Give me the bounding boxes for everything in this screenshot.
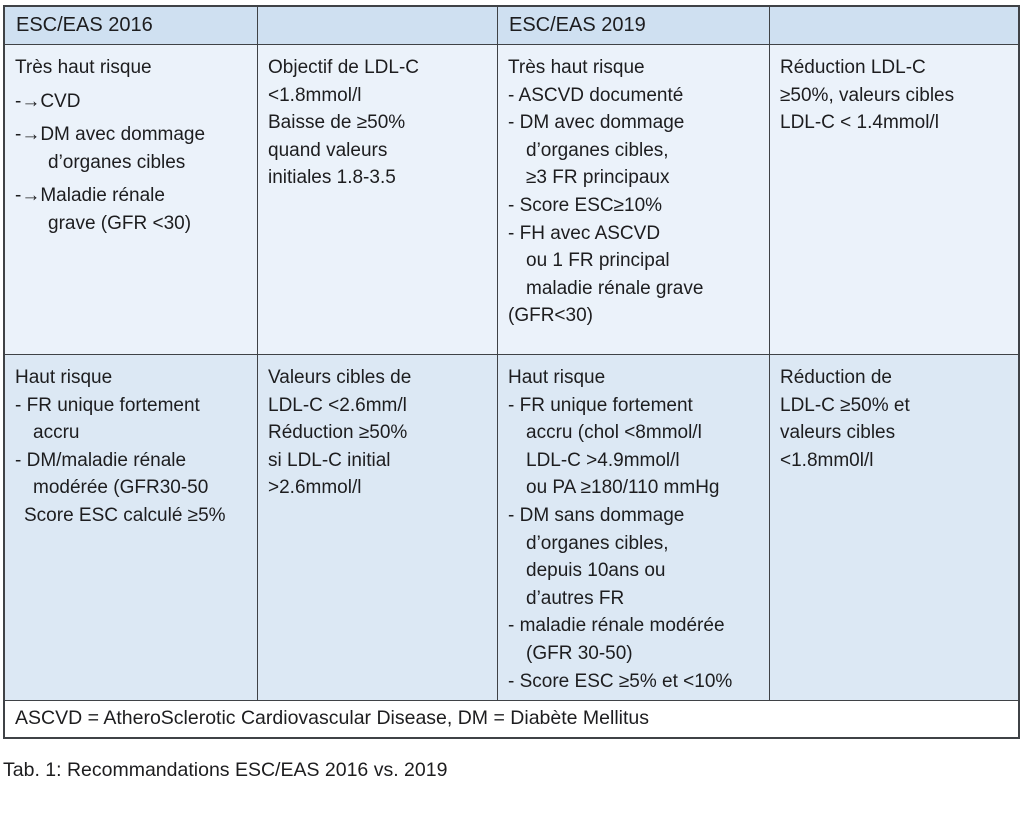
cell-line: accru (chol <8mmol/l bbox=[526, 422, 702, 444]
cell-line: LDL-C < 1.4mmol/l bbox=[780, 112, 939, 134]
cell-line: -→Maladie rénale bbox=[15, 185, 165, 207]
cell-2019-haut-risque: Haut risque - FR unique fortement accru (c… bbox=[498, 354, 770, 700]
cell-line: - maladie rénale modérée bbox=[508, 615, 725, 637]
cell-line: LDL-C >4.9mmol/l bbox=[526, 449, 680, 471]
cell-line: ou PA ≥180/110 mmHg bbox=[526, 477, 720, 499]
cell-line: - FR unique fortement bbox=[15, 394, 200, 416]
cell-line: accru bbox=[33, 422, 80, 444]
cell-line: d’organes cibles, bbox=[526, 139, 669, 161]
cell-line: ≥3 FR principaux bbox=[526, 167, 670, 189]
cell-line: depuis 10ans ou bbox=[526, 560, 666, 582]
cell-line: Baisse de ≥50% bbox=[268, 112, 406, 134]
cell-line: d’organes cibles, bbox=[526, 532, 669, 554]
cell-line: Réduction de bbox=[780, 367, 892, 388]
cell-2019-tres-haut-risque: Très haut risque - ASCVD documenté - DM av… bbox=[498, 44, 770, 354]
comparison-table: ESC/EAS 2016 ESC/EAS 2019 Très haut risq… bbox=[3, 5, 1020, 739]
cell-line: Très haut risque bbox=[508, 57, 645, 78]
cell-line: LDL-C ≥50% et bbox=[780, 394, 910, 416]
cell-line: Objectif de LDL-C bbox=[268, 57, 420, 78]
cell-line: Haut risque bbox=[508, 367, 606, 388]
table-caption: Tab. 1: Recommandations ESC/EAS 2016 vs.… bbox=[3, 759, 448, 781]
cell-line: ≥50%, valeurs cibles bbox=[780, 84, 955, 106]
cell-line: <1.8mmol/l bbox=[268, 84, 362, 106]
cell-line: <1.8mm0l/l bbox=[780, 449, 874, 471]
cell-line: valeurs cibles bbox=[780, 422, 896, 444]
cell-line: >2.6mmol/l bbox=[268, 477, 362, 499]
cell-line: grave (GFR <30) bbox=[48, 212, 192, 234]
header-2019-targets bbox=[770, 7, 1018, 44]
cell-line: modérée (GFR30-50 bbox=[33, 477, 209, 499]
cell-line: - FR unique fortement bbox=[508, 394, 693, 416]
cell-line: - FH avec ASCVD bbox=[508, 222, 661, 244]
cell-line: - DM avec dommage bbox=[508, 112, 685, 134]
header-2016-targets bbox=[258, 7, 498, 44]
cell-line: maladie rénale grave bbox=[526, 277, 704, 299]
cell-line: initiales 1.8-3.5 bbox=[268, 167, 396, 189]
cell-2016-tres-haut-objectif: Objectif de LDL-C <1.8mmol/l Baisse de ≥50… bbox=[258, 44, 498, 354]
cell-2016-haut-objectif: Valeurs cibles de LDL-C <2.6mm/l Réduction… bbox=[258, 354, 498, 700]
cell-2019-tres-haut-objectif: Réduction LDL-C ≥50%, valeurs cibles LDL-C… bbox=[770, 44, 1018, 354]
cell-line: quand valeurs bbox=[268, 139, 388, 161]
cell-line: LDL-C <2.6mm/l bbox=[268, 394, 407, 416]
cell-2016-tres-haut-risque: Très haut risque -→CVD -→DM avec dommage d’… bbox=[5, 44, 258, 354]
cell-line: Très haut risque bbox=[15, 57, 152, 78]
header-esc-eas-2019: ESC/EAS 2019 bbox=[498, 7, 770, 44]
cell-line: si LDL-C initial bbox=[268, 449, 391, 471]
cell-line: - DM/maladie rénale bbox=[15, 449, 187, 471]
cell-line: (GFR<30) bbox=[508, 305, 593, 327]
cell-line: d’organes cibles bbox=[48, 151, 186, 173]
abbreviations-note: ASCVD = AtheroSclerotic Cardiovascular D… bbox=[5, 700, 1018, 737]
cell-line: Réduction ≥50% bbox=[268, 422, 408, 444]
cell-line: - DM sans dommage bbox=[508, 504, 685, 526]
cell-line: Valeurs cibles de bbox=[268, 367, 412, 388]
cell-2019-haut-objectif: Réduction de LDL-C ≥50% et valeurs cibles <… bbox=[770, 354, 1018, 700]
cell-line: - ASCVD documenté bbox=[508, 84, 684, 106]
cell-2016-haut-risque: Haut risque - FR unique fortement accru - D… bbox=[5, 354, 258, 700]
cell-line: Réduction LDL-C bbox=[780, 57, 926, 78]
cell-line: Haut risque bbox=[15, 367, 113, 388]
cell-line: - Score ESC≥10% bbox=[508, 194, 663, 216]
cell-line: Score ESC calculé ≥5% bbox=[24, 504, 226, 526]
cell-line: d’autres FR bbox=[526, 587, 625, 609]
cell-line: ou 1 FR principal bbox=[526, 250, 670, 272]
header-esc-eas-2016: ESC/EAS 2016 bbox=[5, 7, 258, 44]
cell-line: -→DM avec dommage bbox=[15, 124, 206, 146]
cell-line: - Score ESC ≥5% et <10% bbox=[508, 670, 733, 692]
cell-line: (GFR 30-50) bbox=[526, 642, 633, 664]
cell-line: -→CVD bbox=[15, 90, 81, 112]
